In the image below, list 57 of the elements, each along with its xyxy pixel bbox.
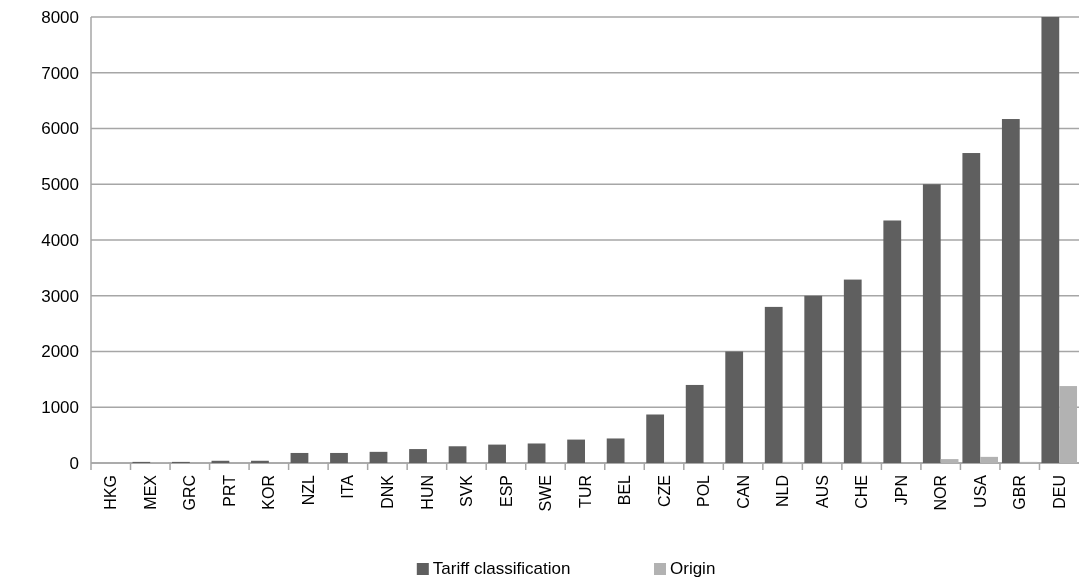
bar: [606, 438, 625, 463]
x-tick-label: TUR: [576, 475, 594, 508]
x-tick-label: DEU: [1050, 475, 1068, 509]
bar: [883, 220, 902, 463]
bar: [764, 306, 783, 463]
x-tick-label: CAN: [734, 475, 752, 509]
x-tick-label: POL: [695, 474, 713, 508]
y-tick-label: 0: [69, 453, 79, 473]
y-tick-label: 5000: [41, 175, 79, 195]
x-tick-label: GRC: [181, 475, 199, 511]
x-tick-label: KOR: [260, 475, 278, 510]
bar: [1041, 17, 1060, 463]
x-tick-label: NOR: [932, 475, 950, 511]
y-tick-label: 2000: [41, 342, 79, 362]
x-tick-label: CHE: [853, 475, 871, 509]
bar: [448, 446, 467, 463]
bar: [646, 414, 665, 463]
x-tick-label: HKG: [102, 475, 120, 510]
bar: [409, 449, 427, 463]
bar: [369, 451, 388, 463]
bar: [290, 452, 309, 463]
x-tick-label: JPN: [892, 475, 910, 506]
bar: [527, 443, 546, 463]
y-tick-label: 4000: [41, 230, 79, 250]
x-tick-label: HUN: [418, 475, 436, 510]
bar: [962, 153, 981, 463]
legend-label: Tariff classification: [432, 559, 571, 578]
x-tick-label: SWE: [537, 475, 555, 512]
y-tick-label: 3000: [41, 286, 79, 306]
y-tick-label: 7000: [41, 63, 79, 83]
x-tick-label: BEL: [616, 474, 634, 506]
y-tick-label: 6000: [41, 119, 79, 139]
bar: [922, 184, 941, 463]
x-tick-label: CZE: [655, 475, 673, 507]
x-tick-label: NZL: [299, 474, 317, 506]
bar: [1001, 119, 1020, 463]
x-tick-label: USA: [971, 474, 989, 508]
bar: [488, 444, 506, 463]
bar: [251, 460, 269, 463]
x-tick-label: SVK: [458, 474, 476, 508]
bar: [685, 384, 704, 463]
x-tick-label: ESP: [497, 475, 515, 508]
bar: [567, 439, 585, 463]
x-tick-label: NLD: [774, 475, 792, 508]
x-tick-label: GBR: [1011, 475, 1029, 510]
x-tick-label: DNK: [379, 474, 396, 509]
x-tick-label: AUS: [813, 475, 831, 508]
bar: [725, 351, 744, 463]
bar: [843, 279, 862, 463]
y-tick-label: 8000: [41, 7, 79, 27]
bar: [330, 452, 348, 463]
bar: [804, 295, 823, 463]
x-tick-label: ITA: [339, 474, 357, 499]
x-tick-label: PRT: [220, 474, 238, 507]
legend-label: Origin: [670, 559, 716, 578]
y-tick-label: 1000: [41, 398, 79, 418]
x-tick-label: MEX: [141, 474, 159, 510]
